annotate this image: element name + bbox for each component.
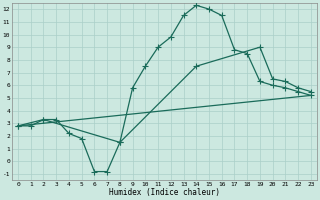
X-axis label: Humidex (Indice chaleur): Humidex (Indice chaleur) [109, 188, 220, 197]
